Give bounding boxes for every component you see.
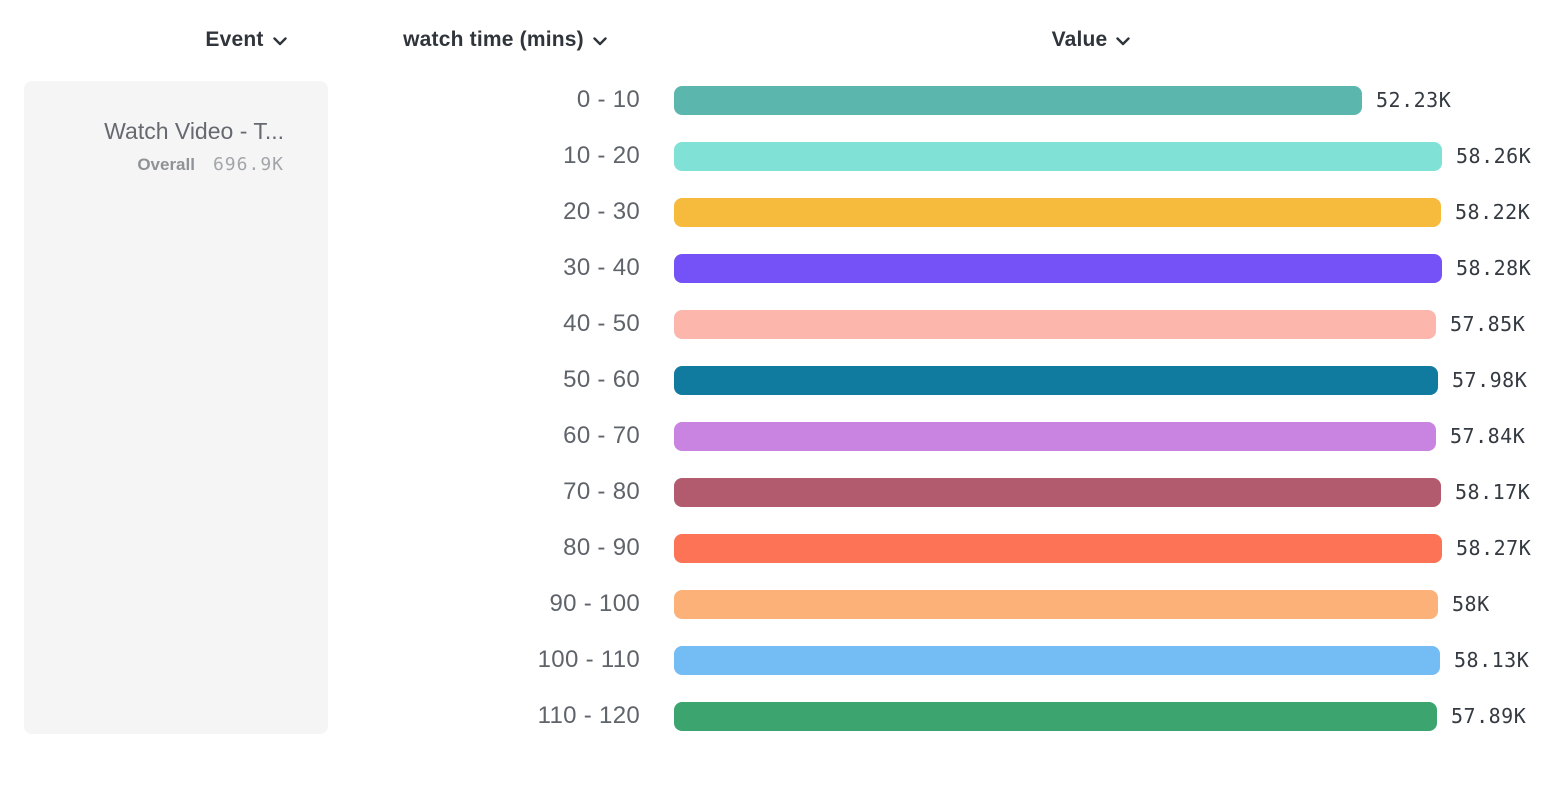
value-label: 57.98K	[1452, 368, 1528, 392]
bar-segment[interactable]	[674, 533, 1442, 563]
chevron-down-icon	[1116, 37, 1131, 46]
category-label: 100 - 110	[537, 646, 640, 673]
value-label: 57.89K	[1451, 704, 1527, 728]
bar-segment[interactable]	[674, 589, 1438, 619]
category-label: 60 - 70	[563, 422, 640, 449]
chart-row: 20 - 30 58.22K	[0, 184, 1568, 240]
overall-label: Overall	[137, 154, 195, 174]
chart-row: 0 - 10 52.23K	[0, 72, 1568, 128]
bar-segment[interactable]	[674, 477, 1441, 507]
value-label: 58.22K	[1455, 200, 1531, 224]
event-title: Watch Video - T...	[104, 118, 284, 144]
bar-segment[interactable]	[674, 421, 1436, 451]
chevron-down-icon	[593, 37, 607, 46]
value-label: 57.85K	[1450, 312, 1526, 336]
category-label: 80 - 90	[563, 534, 640, 561]
bar-segment[interactable]	[674, 701, 1437, 731]
chevron-down-icon	[272, 37, 287, 46]
category-label: 50 - 60	[563, 366, 640, 393]
chart-row: 90 - 100 58K	[0, 576, 1568, 632]
bar-segment[interactable]	[674, 253, 1442, 283]
chart-row: 10 - 20 58.26K	[0, 128, 1568, 184]
value-label: 52.23K	[1376, 88, 1452, 112]
chart-row: 30 - 40 58.28K	[0, 240, 1568, 296]
category-label: 0 - 10	[576, 86, 640, 113]
bar-chart: 0 - 10 52.23K 10 - 20 58.26K 20 - 30 58.22K 30…	[0, 72, 1568, 744]
chart-row: 40 - 50 57.85K	[0, 296, 1568, 352]
category-label: 10 - 20	[563, 142, 640, 169]
chart-row: 100 - 110 58.13K	[0, 632, 1568, 688]
bar-segment[interactable]	[674, 85, 1362, 115]
chart-row: 50 - 60 57.98K	[0, 352, 1568, 408]
category-label: 90 - 100	[549, 590, 640, 617]
watch-time-column-header[interactable]: watch time (mins)	[372, 28, 638, 52]
value-label: 58.28K	[1456, 256, 1532, 280]
overall-value: 696.9K	[212, 153, 284, 175]
category-label: 70 - 80	[563, 478, 640, 505]
bar-segment[interactable]	[674, 309, 1436, 339]
watch-time-header-label: watch time (mins)	[403, 28, 584, 51]
value-column-header[interactable]: Value	[966, 28, 1216, 52]
event-overall-row: Overall 696.9K	[44, 154, 284, 175]
event-header-label: Event	[205, 28, 264, 51]
event-column-header[interactable]: Event	[176, 28, 316, 52]
value-label: 57.84K	[1450, 424, 1526, 448]
chart-row: 80 - 90 58.27K	[0, 520, 1568, 576]
bar-segment[interactable]	[674, 141, 1442, 171]
value-label: 58K	[1452, 592, 1490, 616]
chart-row: 110 - 120 57.89K	[0, 688, 1568, 744]
value-label: 58.26K	[1456, 144, 1532, 168]
chart-row: 60 - 70 57.84K	[0, 408, 1568, 464]
category-label: 110 - 120	[537, 702, 640, 729]
category-label: 30 - 40	[563, 254, 640, 281]
value-label: 58.13K	[1454, 648, 1530, 672]
bar-segment[interactable]	[674, 365, 1438, 395]
category-label: 20 - 30	[563, 198, 640, 225]
chart-row: 70 - 80 58.17K	[0, 464, 1568, 520]
value-label: 58.27K	[1456, 536, 1532, 560]
bar-segment[interactable]	[674, 197, 1441, 227]
category-label: 40 - 50	[563, 310, 640, 337]
value-header-label: Value	[1051, 28, 1108, 51]
value-label: 58.17K	[1455, 480, 1531, 504]
event-legend-card[interactable]: Watch Video - T... Overall 696.9K	[24, 81, 328, 734]
bar-segment[interactable]	[674, 645, 1440, 675]
